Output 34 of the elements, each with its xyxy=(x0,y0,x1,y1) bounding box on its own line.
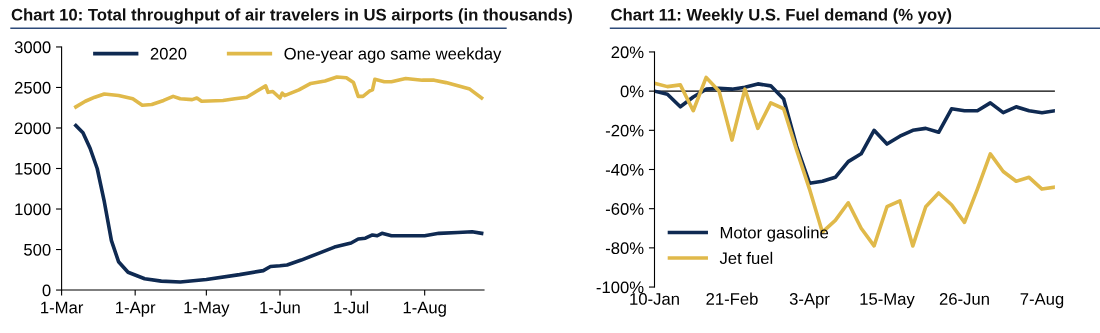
y-tick-label: 2500 xyxy=(14,81,51,94)
y-tick-label: -20% xyxy=(605,124,644,137)
x-tick-label: 1-May xyxy=(184,301,230,317)
legend-label: Jet fuel xyxy=(719,251,773,265)
x-tick-label: 1-Aug xyxy=(403,301,446,317)
y-tick-label: 0% xyxy=(620,85,644,98)
line-series xyxy=(74,75,484,109)
y-tick-label: 1500 xyxy=(15,162,51,175)
y-tick-label: -100% xyxy=(596,281,644,294)
legend-label: 2020 xyxy=(150,47,187,60)
x-tick-label: 7-Aug xyxy=(1020,293,1064,309)
x-tick-label: 1-Jun xyxy=(260,301,300,314)
x-tick-label: 10-Jan xyxy=(630,293,679,305)
y-tick-label: 20% xyxy=(611,46,644,59)
x-tick-label: 15-May xyxy=(860,293,915,309)
x-tick-label: 1-Apr xyxy=(116,301,156,317)
y-tick-label: 3000 xyxy=(14,41,51,54)
y-tick-label: 0 xyxy=(42,284,51,297)
chart-title: Chart 10: Total throughput of air travelers in US airports (in thousands) xyxy=(11,8,572,24)
y-tick-label: 500 xyxy=(24,243,51,256)
y-tick-label: -40% xyxy=(605,163,644,176)
x-tick-label: 3-Apr xyxy=(789,293,830,309)
x-tick-label: 21-Feb xyxy=(706,292,758,305)
x-tick-label: 26-Jun xyxy=(939,293,989,305)
x-tick-label: 1-Jul xyxy=(334,301,369,314)
y-tick-label: -60% xyxy=(605,203,644,215)
chart-title: Chart 11: Weekly U.S. Fuel demand (% yoy) xyxy=(611,8,952,24)
y-tick-label: 1000 xyxy=(15,203,51,216)
line-series xyxy=(74,123,484,284)
y-tick-label: -80% xyxy=(605,242,644,255)
legend-label: Motor gasoline xyxy=(720,226,829,242)
legend-label: One-year ago same weekday xyxy=(284,47,502,63)
y-tick-label: 2000 xyxy=(14,122,51,135)
x-tick-label: 1-Mar xyxy=(41,301,84,314)
